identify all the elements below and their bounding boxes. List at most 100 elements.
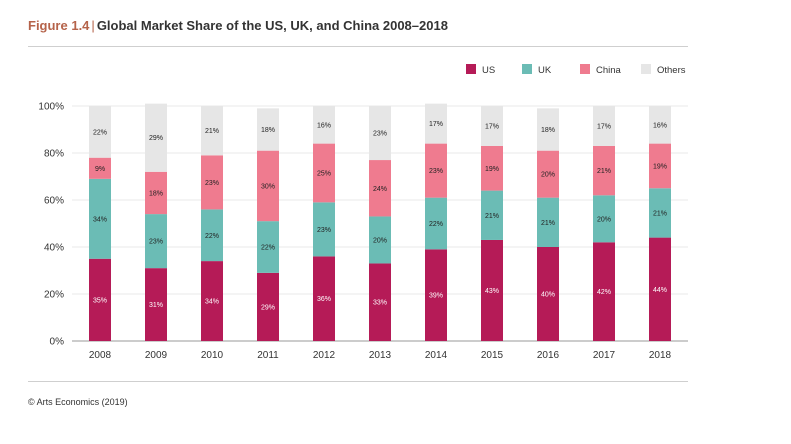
- data-label: 17%: [485, 123, 499, 130]
- data-label: 21%: [205, 128, 219, 135]
- data-label: 31%: [149, 302, 163, 309]
- x-tick-label: 2015: [481, 350, 504, 361]
- data-label: 22%: [93, 129, 107, 136]
- x-tick-label: 2009: [145, 350, 168, 361]
- legend-swatch-uk: [522, 64, 532, 74]
- bar-segment-others: [369, 106, 391, 161]
- y-tick-label: 0%: [50, 337, 65, 348]
- x-tick-label: 2017: [593, 350, 616, 361]
- y-tick-label: 80%: [44, 149, 64, 160]
- data-label: 23%: [373, 131, 387, 138]
- data-label: 20%: [541, 172, 555, 179]
- legend-swatch-us: [466, 64, 476, 74]
- bar-segment-others: [201, 106, 223, 156]
- bar-segment-us: [313, 256, 335, 341]
- legend-label-others: Others: [657, 65, 686, 76]
- bar-segment-others: [537, 108, 559, 151]
- data-label: 39%: [429, 293, 443, 300]
- data-label: 23%: [317, 227, 331, 234]
- data-label: 34%: [205, 299, 219, 306]
- bar-segment-china: [257, 150, 279, 222]
- bar-segment-uk: [201, 209, 223, 262]
- bar-segment-uk: [257, 221, 279, 273]
- x-tick-label: 2010: [201, 350, 224, 361]
- bar-segment-others: [257, 108, 279, 151]
- bar-segment-uk: [145, 214, 167, 269]
- x-tick-label: 2011: [257, 350, 279, 361]
- legend-swatch-others: [641, 64, 651, 74]
- bar-segment-others: [89, 106, 111, 158]
- bottom-divider: [28, 381, 688, 382]
- bar-segment-uk: [649, 188, 671, 238]
- bar-segment-china: [145, 171, 167, 215]
- data-label: 29%: [261, 304, 275, 311]
- bar-segment-china: [649, 143, 671, 189]
- bar-segment-others: [481, 106, 503, 146]
- data-label: 19%: [653, 163, 667, 170]
- y-tick-label: 40%: [44, 243, 64, 254]
- legend-label-uk: UK: [538, 65, 552, 76]
- data-label: 20%: [597, 216, 611, 223]
- x-tick-label: 2012: [313, 350, 336, 361]
- data-label: 16%: [653, 122, 667, 129]
- data-label: 24%: [373, 186, 387, 193]
- x-tick-label: 2018: [649, 350, 672, 361]
- bar-segment-china: [425, 143, 447, 198]
- data-label: 34%: [93, 216, 107, 223]
- bar-segment-us: [145, 268, 167, 341]
- bar-segment-us: [537, 247, 559, 341]
- bar-segment-china: [201, 155, 223, 210]
- bar-segment-others: [145, 103, 167, 172]
- y-tick-label: 20%: [44, 290, 64, 301]
- bar-segment-us: [369, 263, 391, 341]
- data-label: 21%: [653, 210, 667, 217]
- bar-segment-china: [89, 157, 111, 179]
- bar-segment-china: [481, 145, 503, 191]
- bar-segment-us: [481, 239, 503, 341]
- data-label: 23%: [429, 168, 443, 175]
- data-label: 36%: [317, 296, 331, 303]
- y-tick-label: 60%: [44, 196, 64, 207]
- data-label: 22%: [261, 245, 275, 252]
- bar-segment-us: [257, 272, 279, 341]
- data-label: 33%: [373, 300, 387, 307]
- x-tick-label: 2014: [425, 350, 448, 361]
- bar-segment-uk: [369, 216, 391, 264]
- data-label: 23%: [149, 239, 163, 246]
- bar-segment-us: [89, 258, 111, 341]
- x-tick-label: 2008: [89, 350, 112, 361]
- chart-title: Figure 1.4 | Global Market Share of the US…: [28, 18, 448, 33]
- bar-segment-others: [593, 106, 615, 146]
- legend-label-china: China: [596, 65, 622, 76]
- title-separator: |: [91, 18, 95, 33]
- bar-segment-uk: [481, 190, 503, 240]
- data-label: 17%: [597, 123, 611, 130]
- bar-segment-us: [201, 261, 223, 341]
- data-label: 20%: [373, 237, 387, 244]
- data-label: 43%: [485, 288, 499, 295]
- data-label: 23%: [205, 180, 219, 187]
- bar-segment-others: [313, 106, 335, 144]
- title-text: Global Market Share of the US, UK, and C…: [96, 18, 448, 33]
- data-label: 44%: [653, 287, 667, 294]
- bar-segment-china: [313, 143, 335, 203]
- y-tick-label: 100%: [38, 102, 64, 113]
- data-label: 18%: [261, 127, 275, 134]
- bar-segment-us: [425, 249, 447, 341]
- legend-label-us: US: [482, 65, 495, 76]
- source-note: © Arts Economics (2019): [28, 397, 128, 407]
- bar-segment-uk: [537, 197, 559, 247]
- figure-number: Figure 1.4: [28, 18, 90, 33]
- bar-segment-others: [425, 103, 447, 144]
- data-label: 9%: [95, 166, 105, 173]
- data-label: 35%: [93, 297, 107, 304]
- data-label: 17%: [429, 121, 443, 128]
- data-label: 42%: [597, 289, 611, 296]
- data-label: 29%: [149, 135, 163, 142]
- bar-segment-uk: [313, 202, 335, 257]
- data-label: 18%: [541, 127, 555, 134]
- data-label: 19%: [485, 166, 499, 173]
- data-label: 21%: [485, 213, 499, 220]
- data-label: 40%: [541, 292, 555, 299]
